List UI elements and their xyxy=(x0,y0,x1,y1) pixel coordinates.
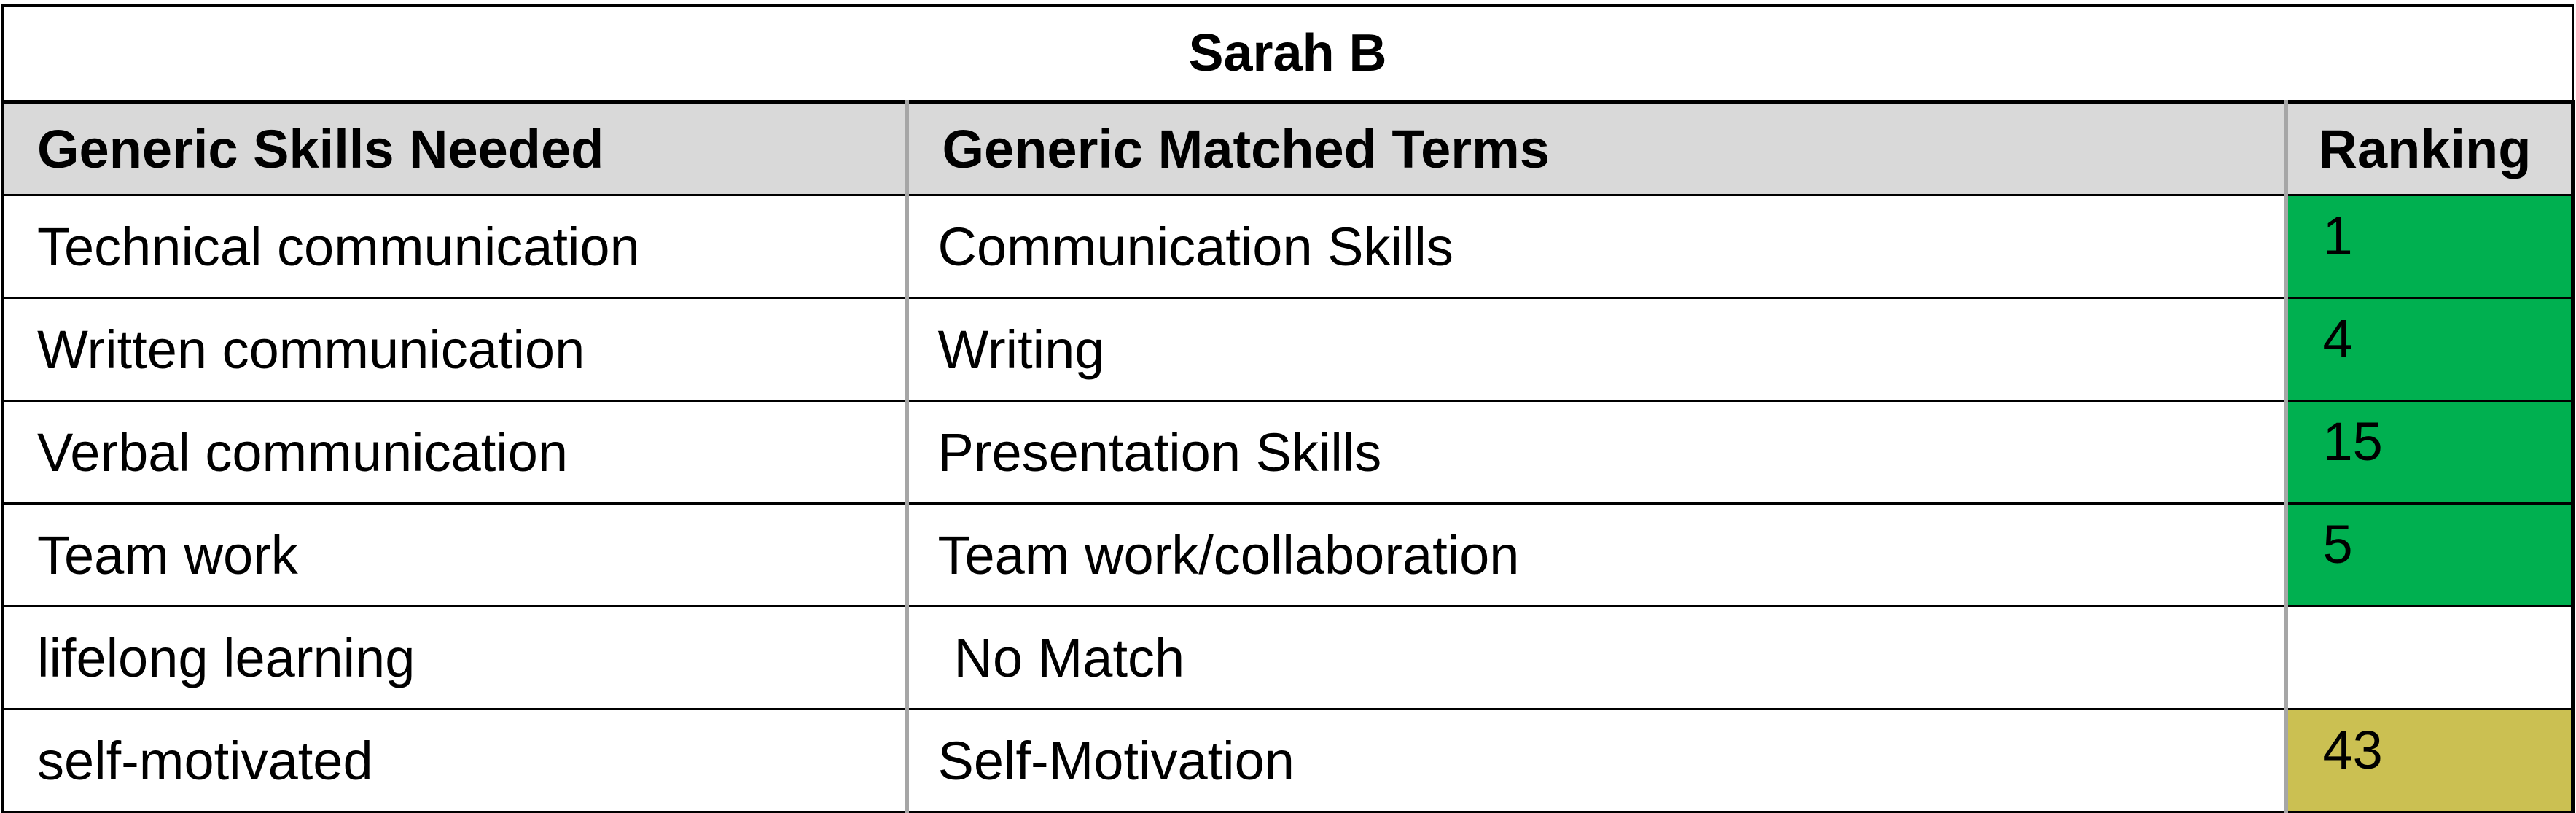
skills-table: Sarah B Generic Skills Needed Generic Ma… xyxy=(1,4,2575,813)
matched-cell: Team work/collaboration xyxy=(904,502,2287,607)
matched-cell: Communication Skills xyxy=(904,194,2287,299)
matched-cell: Self-Motivation xyxy=(904,708,2287,813)
matched-cell: Presentation Skills xyxy=(904,400,2287,505)
ranking-cell: 5 xyxy=(2283,502,2575,607)
ranking-cell: 15 xyxy=(2283,400,2575,505)
matched-cell: No Match xyxy=(904,605,2287,710)
skill-cell: Technical communication xyxy=(1,194,908,299)
ranking-cell-empty xyxy=(2283,605,2575,710)
table-row: Team work Team work/collaboration 5 xyxy=(1,502,2575,607)
table-row: Written communication Writing 4 xyxy=(1,297,2575,402)
matched-cell: Writing xyxy=(904,297,2287,402)
table-row: self-motivated Self-Motivation 43 xyxy=(1,708,2575,813)
header-ranking: Ranking xyxy=(2283,100,2575,196)
skill-cell: lifelong learning xyxy=(1,605,908,710)
table-title: Sarah B xyxy=(1,4,2574,103)
skill-cell: Written communication xyxy=(1,297,908,402)
ranking-cell: 1 xyxy=(2283,194,2575,299)
skill-cell: Team work xyxy=(1,502,908,607)
header-matched: Generic Matched Terms xyxy=(904,100,2287,196)
skills-table-container: Sarah B Generic Skills Needed Generic Ma… xyxy=(1,4,2575,813)
ranking-cell: 43 xyxy=(2283,708,2575,813)
header-row: Generic Skills Needed Generic Matched Te… xyxy=(1,100,2575,196)
skill-cell: Verbal communication xyxy=(1,400,908,505)
ranking-cell: 4 xyxy=(2283,297,2575,402)
title-row: Sarah B xyxy=(1,4,2574,103)
table-row: Verbal communication Presentation Skills… xyxy=(1,400,2575,505)
table-row: Technical communication Communication Sk… xyxy=(1,194,2575,299)
header-skills: Generic Skills Needed xyxy=(1,100,908,196)
table-row: lifelong learning No Match xyxy=(1,605,2575,710)
skill-cell: self-motivated xyxy=(1,708,908,813)
